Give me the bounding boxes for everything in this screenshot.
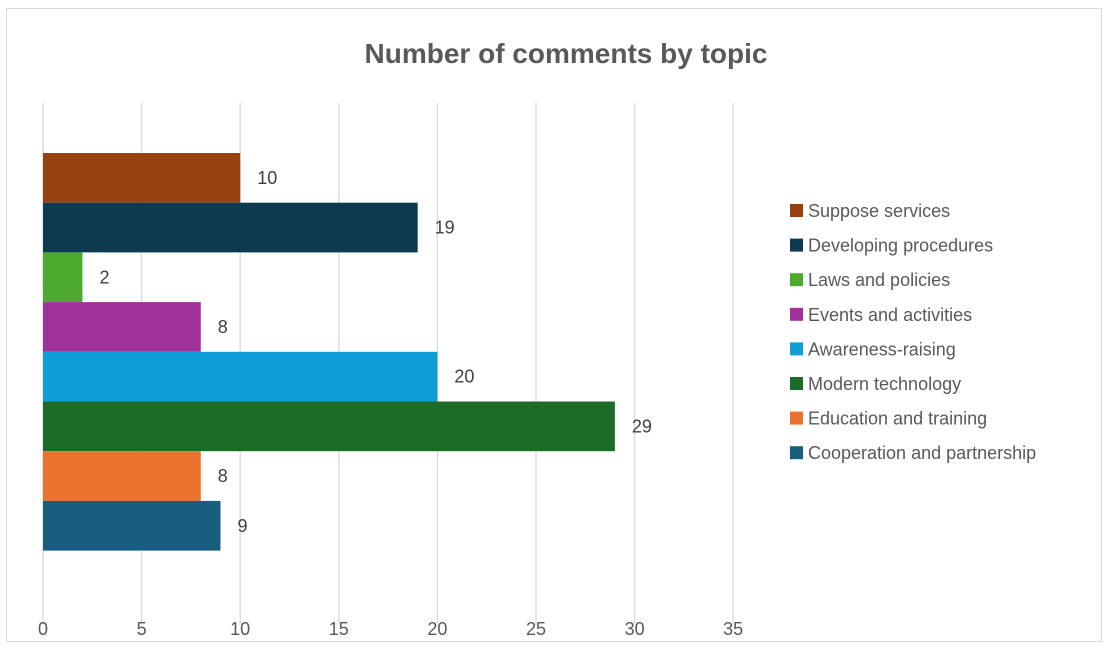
legend-swatch-developing-procedures <box>790 238 803 252</box>
x-axis-ticks: 0 5 10 15 20 25 30 35 <box>38 619 743 639</box>
data-label-education-and-training: 8 <box>218 466 228 486</box>
x-tick-label-10: 10 <box>230 619 250 639</box>
data-label-suppose-services: 10 <box>257 168 277 188</box>
chart-title: Number of comments by topic <box>365 38 768 69</box>
x-tick-label-0: 0 <box>38 619 48 639</box>
bar-suppose-services <box>43 153 241 203</box>
legend-label-education-and-training: Education and training <box>808 409 987 429</box>
x-tick-label-5: 5 <box>137 619 147 639</box>
bar-events-and-activities <box>43 302 201 352</box>
data-label-laws-and-policies: 2 <box>99 267 109 287</box>
legend-swatch-cooperation-and-partnership <box>790 446 803 460</box>
bar-education-and-training <box>43 451 201 501</box>
data-label-cooperation-and-partnership: 9 <box>237 516 247 536</box>
data-label-awareness-raising: 20 <box>454 367 474 387</box>
bar-cooperation-and-partnership <box>43 500 221 551</box>
legend-label-events-and-activities: Events and activities <box>808 305 972 325</box>
legend-swatch-awareness-raising <box>790 342 803 356</box>
legend-label-suppose-services: Suppose services <box>808 201 950 221</box>
legend-swatch-laws-and-policies <box>790 273 803 287</box>
legend-label-laws-and-policies: Laws and policies <box>808 270 950 290</box>
bars-group <box>43 153 615 551</box>
legend-label-developing-procedures: Developing procedures <box>808 236 993 256</box>
x-tick-label-20: 20 <box>427 619 447 639</box>
legend-swatch-education-and-training <box>790 411 803 425</box>
legend-swatch-modern-technology <box>790 377 803 390</box>
x-tick-label-15: 15 <box>329 619 349 639</box>
bar-laws-and-policies <box>43 252 83 303</box>
legend-swatch-suppose-services <box>790 204 803 217</box>
x-tick-label-30: 30 <box>625 619 645 639</box>
legend-label-cooperation-and-partnership: Cooperation and partnership <box>808 443 1036 463</box>
bar-developing-procedures <box>43 202 418 253</box>
legend-label-modern-technology: Modern technology <box>808 374 961 394</box>
bar-awareness-raising <box>43 351 438 402</box>
legend-label-awareness-raising: Awareness-raising <box>808 339 956 359</box>
x-tick-label-25: 25 <box>526 619 546 639</box>
x-tick-label-35: 35 <box>723 619 743 639</box>
data-label-modern-technology: 29 <box>632 416 652 436</box>
data-label-events-and-activities: 8 <box>218 317 228 337</box>
legend: Suppose services Developing procedures Law… <box>790 201 1036 463</box>
data-label-developing-procedures: 19 <box>435 218 455 238</box>
legend-swatch-events-and-activities <box>790 307 803 321</box>
bar-modern-technology <box>43 401 615 452</box>
